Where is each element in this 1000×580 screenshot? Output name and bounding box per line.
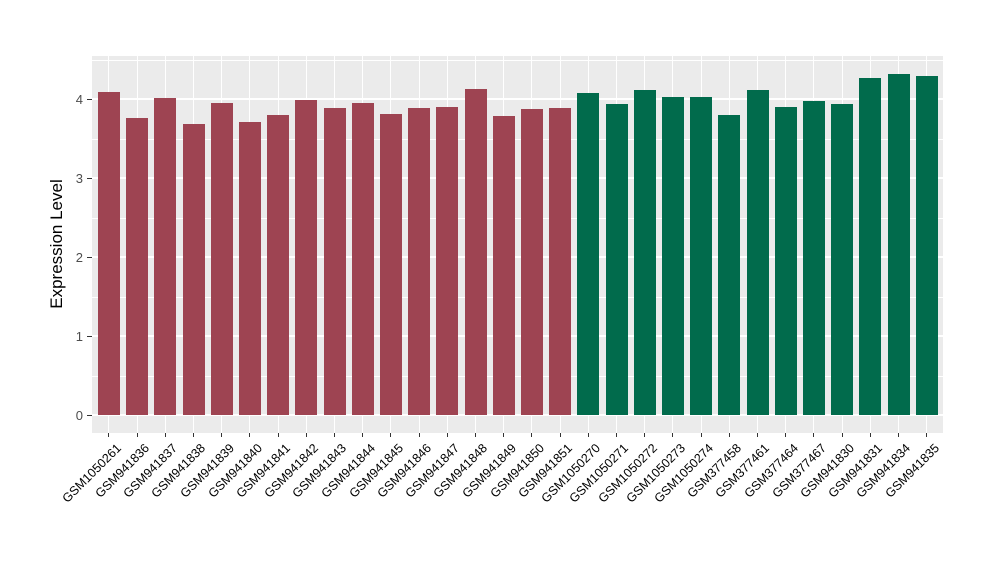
y-axis-tick bbox=[87, 257, 92, 258]
x-axis-tick bbox=[418, 433, 420, 437]
bar bbox=[887, 73, 910, 415]
bar bbox=[126, 117, 149, 415]
y-axis-tick bbox=[87, 99, 92, 100]
bar bbox=[182, 124, 205, 415]
gridline-h-major bbox=[92, 256, 943, 258]
gridline-h-minor bbox=[92, 375, 943, 377]
x-axis-tick bbox=[757, 433, 758, 437]
x-axis-tick bbox=[700, 433, 702, 437]
bar bbox=[492, 116, 515, 415]
x-axis-tick bbox=[249, 433, 251, 437]
y-axis-tick bbox=[87, 178, 92, 179]
y-axis-tick-label: 1 bbox=[75, 329, 83, 344]
bar bbox=[323, 107, 346, 415]
y-axis-tick bbox=[87, 336, 92, 337]
x-axis-tick bbox=[672, 433, 674, 437]
bar bbox=[464, 88, 487, 415]
bar bbox=[238, 121, 261, 415]
y-axis-tick-label: 3 bbox=[75, 171, 83, 186]
gridline-h-major bbox=[92, 177, 943, 179]
gridline-h-major bbox=[92, 98, 943, 100]
bar bbox=[690, 97, 713, 415]
bar bbox=[633, 90, 656, 415]
bar bbox=[520, 109, 543, 415]
y-axis-tick-label: 0 bbox=[75, 408, 83, 423]
x-axis-tick bbox=[446, 433, 448, 437]
bar bbox=[210, 102, 233, 415]
bar bbox=[154, 98, 177, 415]
bar bbox=[408, 107, 431, 415]
x-axis-tick bbox=[362, 433, 364, 437]
x-axis-tick bbox=[531, 433, 533, 437]
x-axis-tick bbox=[221, 433, 223, 437]
gridline-h-minor bbox=[92, 59, 943, 61]
bar bbox=[436, 106, 459, 415]
bar bbox=[549, 107, 572, 415]
x-axis-tick bbox=[108, 433, 110, 437]
bar bbox=[605, 103, 628, 415]
x-axis-tick bbox=[136, 433, 138, 437]
x-axis-tick bbox=[559, 433, 561, 437]
x-axis-tick bbox=[475, 433, 476, 437]
bar bbox=[859, 78, 882, 415]
gridline-h-major bbox=[92, 414, 943, 416]
bar bbox=[351, 102, 374, 415]
y-axis-title: Expression Level bbox=[47, 179, 66, 309]
x-axis-tick bbox=[841, 433, 843, 437]
gridline-h-minor bbox=[92, 138, 943, 140]
x-axis-tick bbox=[898, 433, 899, 437]
y-axis-tick-label: 4 bbox=[75, 92, 83, 107]
x-axis-tick bbox=[728, 433, 730, 437]
x-axis-tick bbox=[785, 433, 787, 437]
x-axis-tick bbox=[193, 433, 194, 437]
gridline-h-major bbox=[92, 335, 943, 337]
plot-panel bbox=[92, 56, 943, 433]
x-axis-tick bbox=[616, 433, 617, 437]
bar bbox=[295, 99, 318, 415]
x-axis-tick bbox=[926, 433, 928, 437]
x-axis-tick bbox=[813, 433, 815, 437]
y-axis-tick bbox=[87, 415, 92, 416]
bar bbox=[267, 114, 290, 415]
bar bbox=[915, 76, 938, 415]
x-axis-tick bbox=[503, 433, 505, 437]
bar bbox=[774, 106, 797, 415]
bar bbox=[718, 114, 741, 415]
gridline-h-minor bbox=[92, 296, 943, 298]
x-axis-tick bbox=[587, 433, 589, 437]
bar bbox=[661, 96, 684, 415]
bar bbox=[379, 114, 402, 415]
bar bbox=[97, 91, 120, 415]
x-axis-tick bbox=[277, 433, 279, 437]
x-axis-tick bbox=[164, 433, 166, 437]
y-axis-tick-label: 2 bbox=[75, 250, 83, 265]
x-axis-tick bbox=[305, 433, 307, 437]
bar bbox=[746, 89, 769, 415]
bar bbox=[831, 103, 854, 415]
gridline-h-minor bbox=[92, 217, 943, 219]
bar bbox=[802, 101, 825, 415]
bar bbox=[577, 92, 600, 415]
x-axis-tick bbox=[869, 433, 871, 437]
x-axis-tick bbox=[644, 433, 646, 437]
x-axis-tick bbox=[334, 433, 335, 437]
x-axis-tick bbox=[390, 433, 392, 437]
